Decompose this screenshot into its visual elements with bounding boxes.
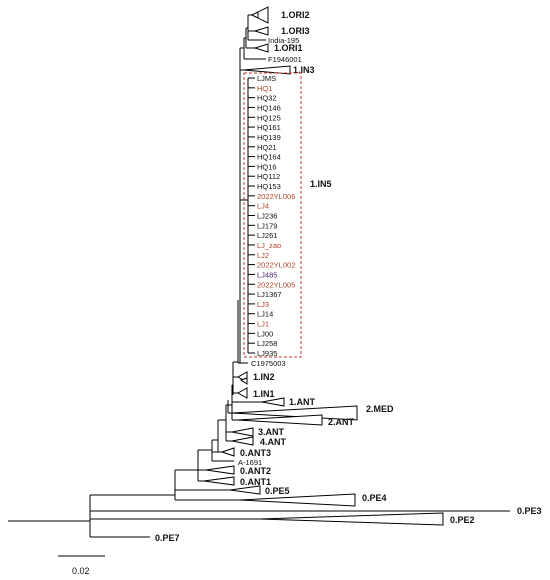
clade-triangle-ant0-2 bbox=[205, 465, 235, 475]
clade-label-ant0-1: 0.ANT1 bbox=[240, 477, 271, 487]
clade-label-pe7: 0.PE7 bbox=[155, 533, 180, 543]
clade-triangle-ori2-b bbox=[250, 11, 259, 19]
in5-tip-label: LJMS bbox=[257, 74, 276, 83]
in5-highlight-box bbox=[243, 72, 302, 358]
in5-tip-label: LJ179 bbox=[257, 221, 277, 230]
clade-label-ant0-3: 0.ANT3 bbox=[240, 448, 271, 458]
clade-triangle-pe5 bbox=[229, 485, 261, 495]
clade-label-ant3: 3.ANT bbox=[258, 427, 285, 437]
in5-tip-label: HQ125 bbox=[257, 113, 281, 122]
in5-tip-label: 2022YL005 bbox=[257, 280, 295, 289]
in5-tip-label: HQ153 bbox=[257, 182, 281, 191]
clade-label-med2: 2.MED bbox=[366, 404, 394, 414]
clade-label-pe5: 0.PE5 bbox=[265, 486, 290, 496]
in5-tip-label: LJ261 bbox=[257, 231, 277, 240]
clade-label-ant1: 1.ANT bbox=[289, 397, 316, 407]
in5-tip-label: HQ112 bbox=[257, 172, 280, 181]
clade-triangle-ant4 bbox=[231, 436, 254, 446]
clade-triangle-in3 bbox=[243, 65, 291, 75]
clade-label-ori1: 1.ORI1 bbox=[274, 43, 303, 53]
clade-label-pe3: 0.PE3 bbox=[517, 506, 542, 516]
in5-tip-label: HQ139 bbox=[257, 133, 281, 142]
clade-label-ant2: 2.ANT bbox=[328, 417, 355, 427]
backbone-group bbox=[89, 47, 248, 537]
in5-tip-label: LJ14 bbox=[257, 310, 273, 319]
in5-tip-label: LJ1367 bbox=[257, 290, 282, 299]
clade-triangle-pe4 bbox=[239, 493, 356, 507]
clade-triangle-in2-b bbox=[239, 377, 248, 385]
in5-tip-label: LJ485 bbox=[257, 270, 277, 279]
in5-tip-label: HQ32 bbox=[257, 94, 277, 103]
tip-label-c1975: C1975003 bbox=[251, 359, 286, 368]
clade-label-ori3: 1.ORI3 bbox=[281, 26, 310, 36]
clade-triangle-ant1 bbox=[261, 397, 285, 407]
clade-triangle-ant3 bbox=[231, 427, 254, 437]
clade-label-pe2: 0.PE2 bbox=[450, 515, 475, 525]
clade-triangle-ant2 bbox=[236, 414, 323, 426]
clade-label-ori2: 1.ORI2 bbox=[281, 10, 310, 20]
in5-tip-label: LJ2 bbox=[257, 251, 269, 260]
tip-label-india195: India-195 bbox=[268, 36, 299, 45]
in5-tip-label: LJ4 bbox=[257, 202, 269, 211]
in5-tip-label: LJ3 bbox=[257, 300, 269, 309]
clade-triangle-ori3 bbox=[253, 26, 269, 36]
clade-triangle-ori1 bbox=[253, 43, 269, 53]
clade-label-in5: 1.IN5 bbox=[310, 179, 332, 189]
scale-bar-label: 0.02 bbox=[72, 566, 90, 576]
clade-label-pe4: 0.PE4 bbox=[362, 493, 387, 503]
in5-tip-label: HQ161 bbox=[257, 123, 281, 132]
clade-label-ant4: 4.ANT bbox=[260, 437, 287, 447]
tip-label-a1691: A-1691 bbox=[238, 458, 262, 467]
in5-tip-group: LJMSHQ1HQ32HQ146HQ125HQ161HQ139HQ21HQ164… bbox=[247, 74, 295, 358]
in5-tip-label: HQ21 bbox=[257, 143, 277, 152]
in5-tip-label: 2022YL006 bbox=[257, 192, 295, 201]
in5-tip-label: LJ258 bbox=[257, 339, 277, 348]
clade-label-in3: 1.IN3 bbox=[293, 65, 315, 75]
clade-ori-group: 1.ORI2 1.ORI3 India-195 1.ORI1 F1946001 bbox=[243, 6, 310, 64]
in5-tip-label: 2022YL002 bbox=[257, 261, 295, 270]
in5-tip-label: HQ16 bbox=[257, 162, 277, 171]
clade-triangle-in1 bbox=[236, 387, 248, 399]
clade-label-in1: 1.IN1 bbox=[253, 389, 275, 399]
clade-label-in2: 1.IN2 bbox=[253, 372, 275, 382]
in5-tip-label: HQ164 bbox=[257, 153, 281, 162]
clade-triangle-ant0-3 bbox=[220, 447, 235, 457]
in5-tip-label: LJ00 bbox=[257, 329, 273, 338]
in5-tip-label: LJ1 bbox=[257, 320, 269, 329]
in5-tip-label: HQ1 bbox=[257, 84, 272, 93]
in5-tip-label: LJ236 bbox=[257, 212, 277, 221]
in5-tip-label: LJ_zao bbox=[257, 241, 281, 250]
clade-triangle-ori2 bbox=[250, 6, 269, 24]
in5-tip-label: HQ146 bbox=[257, 103, 281, 112]
clade-label-ant0-2: 0.ANT2 bbox=[240, 466, 271, 476]
clade-triangle-ant0-1 bbox=[203, 476, 235, 486]
tip-label-f1946: F1946001 bbox=[268, 55, 302, 64]
clade-triangle-pe2 bbox=[259, 512, 444, 526]
in5-tip-label: LJ935 bbox=[257, 349, 277, 358]
